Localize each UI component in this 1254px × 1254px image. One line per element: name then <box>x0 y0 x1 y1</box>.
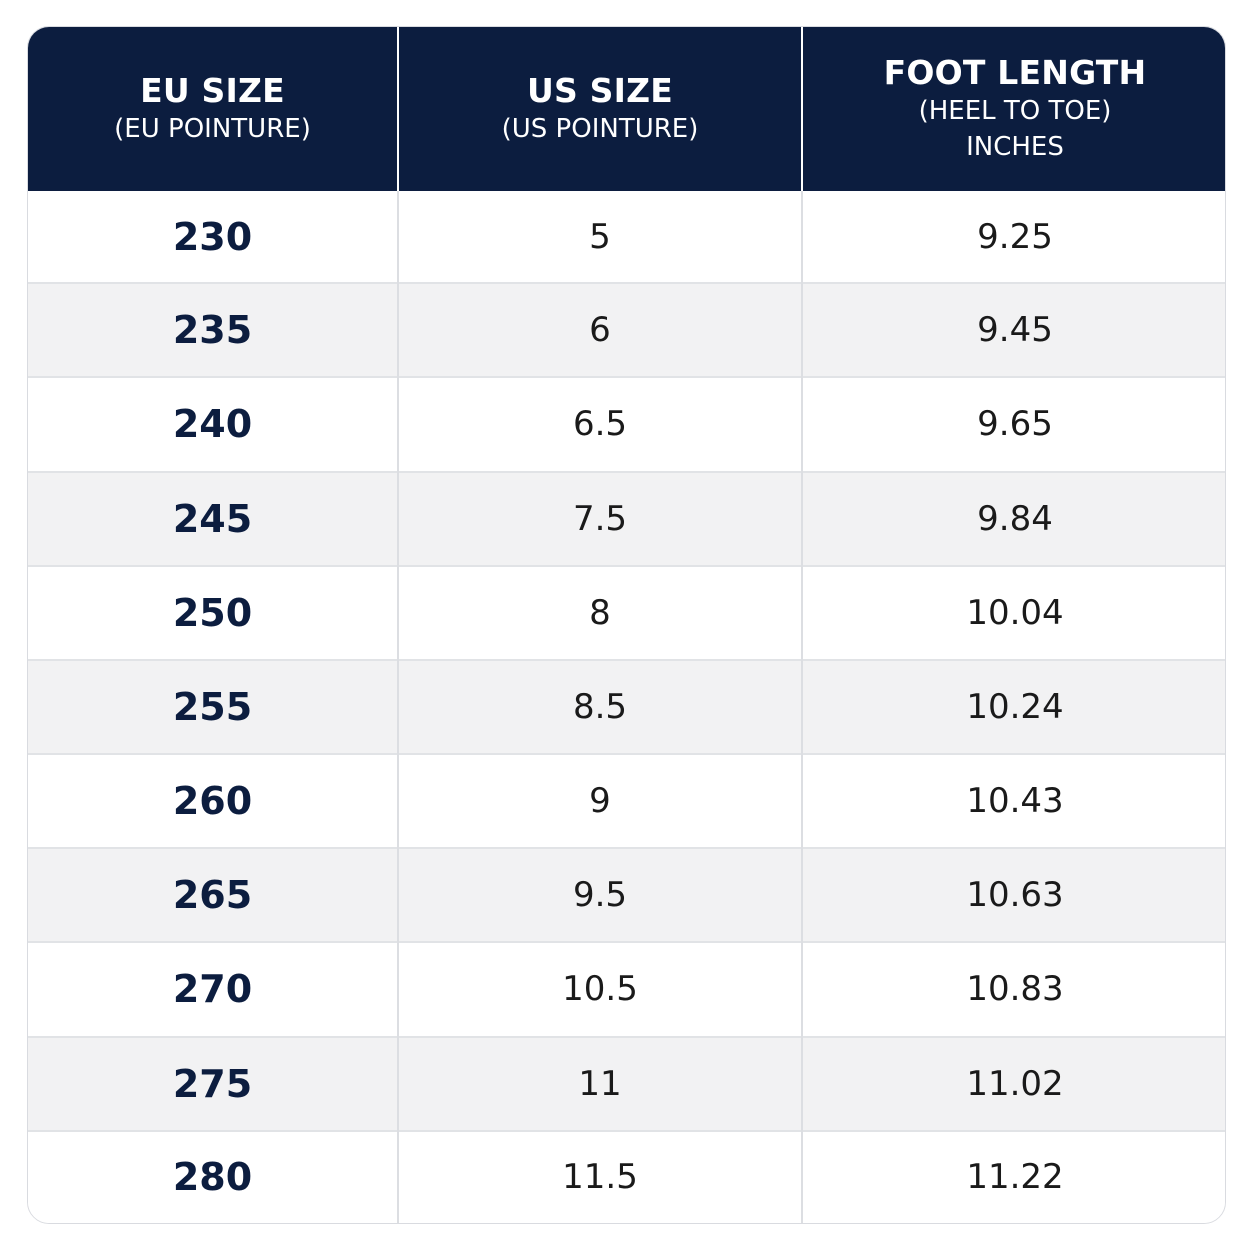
eu-size-cell: 270 <box>28 941 398 1037</box>
table-row: 235 6 9.45 <box>28 282 1225 378</box>
eu-size-cell: 230 <box>172 214 253 259</box>
foot-length-cell: 10.24 <box>801 658 1225 755</box>
eu-size-cell: 260 <box>28 753 398 849</box>
foot-length-cell: 11.02 <box>801 1035 1225 1131</box>
header-foot-title: FOOT LENGTH <box>883 53 1147 92</box>
foot-length-cell: 10.83 <box>801 941 1225 1037</box>
foot-length-cell: 11.22 <box>801 1129 1225 1223</box>
us-size-cell: 6 <box>397 282 802 378</box>
us-size-cell: 6.5 <box>397 376 802 472</box>
foot-length-cell: 9.25 <box>801 191 1225 284</box>
header-eu-size: EU SIZE (EU POINTURE) <box>28 27 398 191</box>
us-size-cell: 7.5 <box>397 470 802 566</box>
table-row: 270 10.5 10.83 <box>28 941 1225 1037</box>
header-us-subtitle: (US POINTURE) <box>501 114 699 144</box>
table-row: 280 11.5 11.22 <box>28 1129 1225 1223</box>
table-row: 230 5 9.25 <box>28 191 1225 284</box>
table-row: 255 8.5 10.24 <box>28 658 1225 755</box>
table-row: 250 8 10.04 <box>28 564 1225 660</box>
us-size-cell: 11.5 <box>397 1129 802 1223</box>
eu-size-cell: 245 <box>28 470 398 566</box>
table-row: 265 9.5 10.63 <box>28 847 1225 943</box>
header-eu-subtitle: (EU POINTURE) <box>114 114 311 144</box>
table-row: 245 7.5 9.84 <box>28 470 1225 566</box>
us-size-cell: 11 <box>397 1035 802 1131</box>
eu-size-cell: 255 <box>28 658 398 755</box>
us-size-cell: 10.5 <box>397 941 802 1037</box>
header-us-size: US SIZE (US POINTURE) <box>397 27 802 191</box>
foot-length-cell: 9.65 <box>801 376 1225 472</box>
table-row: 240 6.5 9.65 <box>28 376 1225 472</box>
table-row: 260 9 10.43 <box>28 753 1225 849</box>
us-size-cell: 9.5 <box>397 847 802 943</box>
foot-length-cell: 9.84 <box>801 470 1225 566</box>
foot-length-cell: 10.04 <box>801 564 1225 660</box>
header-us-title: US SIZE <box>527 71 673 110</box>
header-foot-unit: INCHES <box>966 132 1064 162</box>
us-size-cell: 8.5 <box>397 658 802 755</box>
header-foot-subtitle: (HEEL TO TOE) <box>918 96 1112 126</box>
size-chart-table: EU SIZE (EU POINTURE) US SIZE (US POINTU… <box>27 26 1226 1224</box>
table-row: 275 11 11.02 <box>28 1035 1225 1131</box>
header-eu-title: EU SIZE <box>140 71 285 110</box>
eu-size-cell: 280 <box>28 1129 398 1223</box>
eu-size-cell: 265 <box>28 847 398 943</box>
size-table: EU SIZE (EU POINTURE) US SIZE (US POINTU… <box>28 27 1225 1223</box>
us-size-cell: 5 <box>397 191 802 284</box>
foot-length-cell: 10.43 <box>801 753 1225 849</box>
foot-length-cell: 10.63 <box>801 847 1225 943</box>
eu-size-cell: 250 <box>28 564 398 660</box>
eu-size-cell: 235 <box>28 282 398 378</box>
foot-length-cell: 9.45 <box>801 282 1225 378</box>
table-body: 230 5 9.25 235 6 9.45 240 6.5 9.65 245 7.5 9.84 250 8… <box>28 191 1225 1223</box>
table-header: EU SIZE (EU POINTURE) US SIZE (US POINTU… <box>28 27 1225 191</box>
us-size-cell: 8 <box>397 564 802 660</box>
us-size-cell: 9 <box>397 753 802 849</box>
header-row: EU SIZE (EU POINTURE) US SIZE (US POINTU… <box>28 27 1225 191</box>
eu-size-cell: 240 <box>28 376 398 472</box>
header-foot-length: FOOT LENGTH (HEEL TO TOE) INCHES <box>801 27 1225 191</box>
eu-size-cell: 275 <box>28 1035 398 1131</box>
